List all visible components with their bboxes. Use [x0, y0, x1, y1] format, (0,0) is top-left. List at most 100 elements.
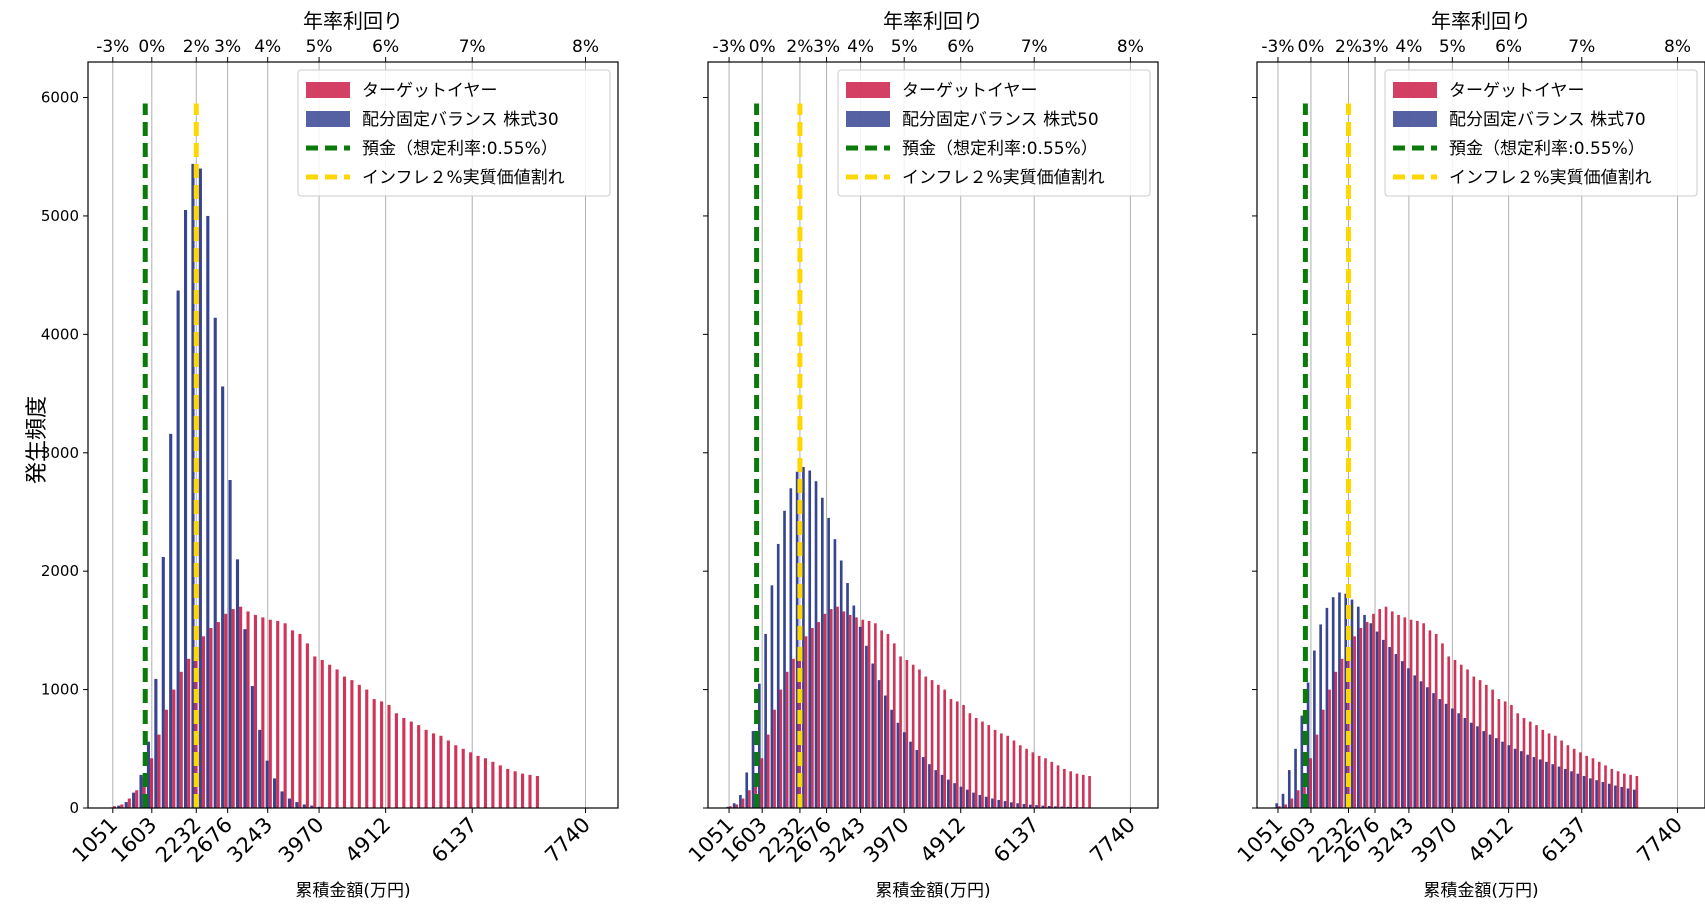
bar-target [962, 704, 965, 808]
bar-balance [846, 583, 849, 808]
bar-target [1497, 699, 1501, 808]
top-tick-label: 3% [813, 37, 840, 57]
bar-balance [221, 386, 225, 808]
bar-balance [1313, 650, 1316, 808]
bar-balance [287, 798, 291, 808]
bar-target [1303, 777, 1306, 808]
legend-box [837, 69, 1151, 197]
bar-target [454, 745, 458, 808]
bar-target [535, 776, 539, 808]
bar-target [918, 669, 921, 808]
legend-label: 配分固定バランス 株式70 [1449, 110, 1646, 130]
bar-target [987, 725, 991, 808]
bar-target [1466, 669, 1469, 808]
bar-balance [1331, 597, 1335, 808]
bar-target [1409, 619, 1413, 808]
bar-balance [1363, 614, 1366, 808]
bar-balance [243, 629, 247, 808]
top-tick-label: -3% [713, 37, 746, 57]
bar-target [1075, 773, 1079, 808]
bar-target [483, 758, 488, 808]
bar-balance [1626, 788, 1630, 808]
top-tick-label: -3% [96, 37, 129, 57]
x-axis-label: 累積金額(万円) [295, 881, 410, 901]
bar-balance [1350, 599, 1354, 808]
bar-target [194, 646, 198, 808]
bar-target [513, 771, 517, 808]
bar-balance [997, 799, 1001, 808]
bar-balance [1022, 803, 1026, 808]
legend-label: インフレ２%実質価値割れ [902, 168, 1105, 188]
top-tick-label: 7% [459, 37, 486, 57]
bar-balance [1563, 768, 1567, 808]
top-tick-label: 6% [1495, 37, 1522, 57]
bar-balance [1419, 681, 1423, 808]
x-tick-label: 6137 [427, 813, 482, 868]
bar-balance [865, 645, 868, 808]
bar-balance [132, 792, 136, 808]
bar-target [424, 729, 428, 808]
axes-frame [87, 61, 619, 809]
bar-target [1459, 664, 1463, 808]
bar-target [829, 609, 833, 808]
bar-target [886, 633, 890, 808]
bar-target [792, 658, 795, 808]
bar-target [1050, 761, 1054, 808]
bar-target [981, 721, 984, 808]
bar-balance [978, 794, 982, 808]
bar-target [268, 619, 272, 808]
bar-balance [1294, 748, 1297, 808]
bar-target [1572, 748, 1576, 808]
bar-target [1088, 776, 1091, 808]
bar-target [937, 684, 940, 808]
bar-target [127, 798, 131, 808]
bar-target [402, 718, 406, 808]
bar-balance [1582, 776, 1586, 808]
bar-balance [1595, 780, 1598, 808]
x-tick-label: 4912 [1463, 813, 1518, 868]
bar-balance [280, 791, 284, 808]
bar-target [1616, 771, 1620, 808]
top-tick-label: -3% [1261, 37, 1294, 57]
bar-target [313, 656, 317, 808]
bar-balance [1532, 757, 1536, 808]
bar-balance [1438, 699, 1442, 808]
bar-target [506, 768, 510, 808]
bar-target [1447, 656, 1451, 808]
bar-target [1491, 689, 1494, 808]
bar-target [157, 734, 161, 808]
bar-balance [235, 559, 240, 808]
legend-label: ターゲットイヤー [902, 81, 1038, 101]
bar-balance [858, 626, 862, 808]
bar-balance [1469, 722, 1473, 808]
bar-balance [1413, 675, 1417, 808]
bar-target [823, 613, 827, 808]
bar-target [974, 718, 978, 808]
bar-target [1353, 636, 1356, 808]
bar-target [150, 758, 154, 808]
bar-balance [1444, 703, 1448, 808]
bar-target [290, 630, 295, 808]
bar-target [357, 684, 361, 808]
bar-target [1472, 676, 1476, 808]
bar-target [766, 734, 770, 808]
bar-balance [795, 471, 799, 808]
bar-balance [273, 778, 277, 808]
bar-balance [161, 556, 165, 808]
legend-swatch [846, 82, 890, 98]
bar-balance [1338, 592, 1341, 808]
bar-balance [1275, 803, 1279, 808]
bar-balance [1060, 806, 1064, 808]
bar-target [836, 606, 839, 808]
bar-target [446, 740, 450, 808]
chart-panel-1: 0100020003000400050006000105116032232267… [41, 9, 619, 901]
bar-target [1554, 735, 1557, 808]
x-tick-label: 6137 [1537, 813, 1592, 868]
bar-target [1390, 611, 1394, 808]
bar-balance [1400, 661, 1404, 808]
bar-balance [1513, 748, 1517, 808]
axes-frame [707, 61, 1159, 809]
bar-target [224, 613, 228, 808]
bar-balance [745, 772, 749, 808]
